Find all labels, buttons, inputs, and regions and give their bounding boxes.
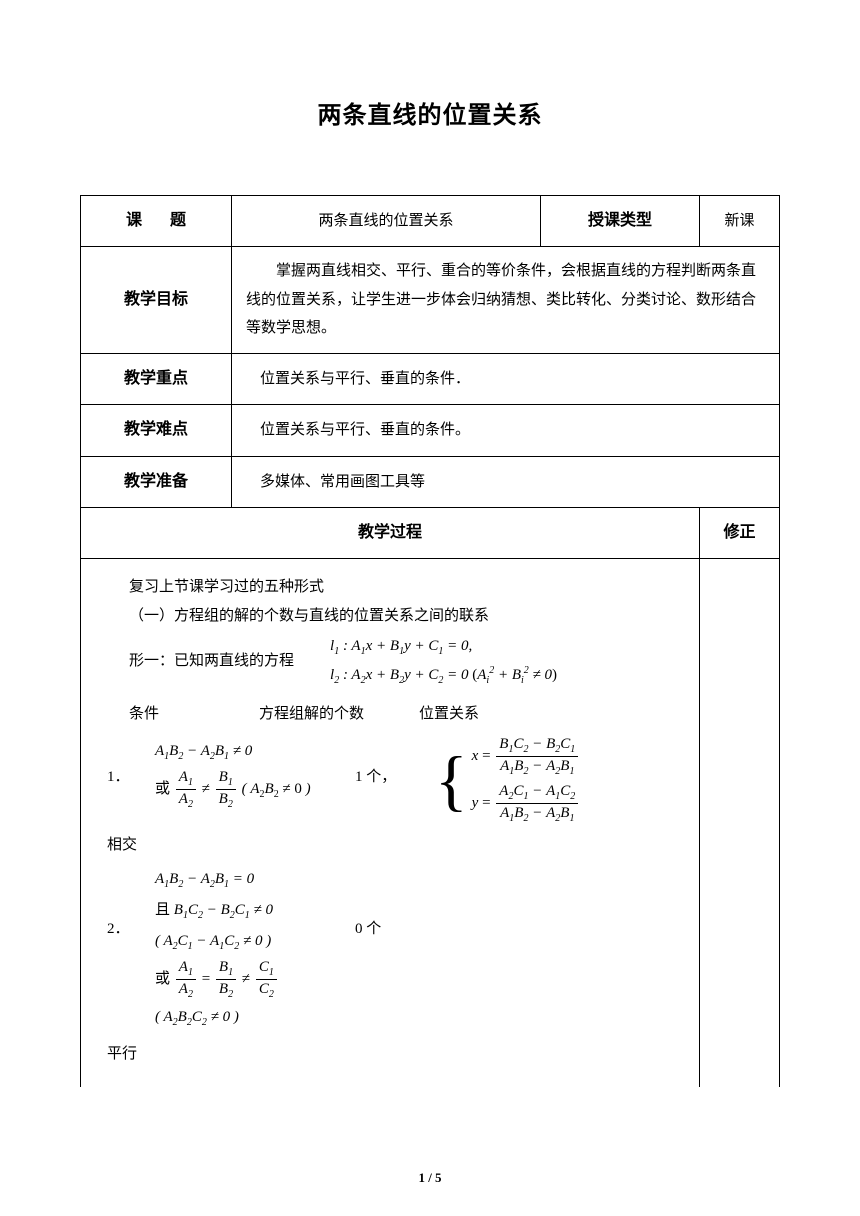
text-label: 或 [155, 971, 170, 987]
header-position: 位置关系 [419, 700, 479, 729]
correction-cell [700, 559, 780, 1087]
math-expr: x = B1C2 − B2C1 A1B2 − A2B1 [472, 735, 581, 778]
content-line: 形一：已知两直线的方程 l1 : A1x + B1y + C1 = 0, l2 … [99, 632, 681, 690]
topic-label: 课题 [81, 196, 232, 247]
table-row: 教学准备 多媒体、常用画图工具等 [81, 456, 780, 507]
item-number: 1． [99, 735, 131, 792]
result-intersect: 相交 [99, 831, 681, 860]
lesson-type-value: 新课 [700, 196, 780, 247]
preparation-value: 多媒体、常用画图工具等 [232, 456, 780, 507]
math-expr: 且 B1C2 − B2C1 ≠ 0 [155, 896, 355, 925]
column-headers: 条件 方程组解的个数 位置关系 [99, 700, 681, 729]
condition-block: A1B2 − A2B1 = 0 且 B1C2 − B2C1 ≠ 0 ( A2C1… [131, 863, 355, 1034]
objective-label: 教学目标 [81, 247, 232, 354]
content-line: 复习上节课学习过的五种形式 [99, 573, 681, 602]
preparation-label: 教学准备 [81, 456, 232, 507]
document-page: 两条直线的位置关系 课题 两条直线的位置关系 授课类型 新课 教学目标 掌握两直… [0, 0, 860, 1216]
math-expr: A1B2 − A2B1 = 0 [155, 865, 355, 894]
condition-item-1: 1． A1B2 − A2B1 ≠ 0 或 A1A2 ≠ B1B2 ( A2B2 … [99, 735, 681, 825]
text-label: 形一：已知两直线的方程 [99, 647, 294, 676]
solution-system: { x = B1C2 − B2C1 A1B2 − A2B1 [435, 735, 681, 825]
condition-item-2: 2． A1B2 − A2B1 = 0 且 B1C2 − B2C1 ≠ 0 ( A… [99, 863, 681, 1034]
math-expr: A1B2 − A2B1 ≠ 0 [155, 737, 355, 766]
topic-value: 两条直线的位置关系 [232, 196, 541, 247]
math-expr: 或 A1A2 ≠ B1B2 ( A2B2 ≠ 0 ) [155, 768, 355, 811]
solution-count: 0 个 [355, 863, 435, 944]
keypoint-label: 教学重点 [81, 353, 232, 404]
header-count: 方程组解的个数 [259, 700, 419, 729]
lesson-plan-table: 课题 两条直线的位置关系 授课类型 新课 教学目标 掌握两直线相交、平行、重合的… [80, 195, 780, 1087]
keypoint-value: 位置关系与平行、垂直的条件． [232, 353, 780, 404]
table-row: 教学目标 掌握两直线相交、平行、重合的等价条件，会根据直线的方程判断两条直线的位… [81, 247, 780, 354]
difficulty-value: 位置关系与平行、垂直的条件。 [232, 405, 780, 456]
page-number: 1 / 5 [0, 1170, 860, 1186]
result-parallel: 平行 [99, 1040, 681, 1069]
math-expr: ( A2C1 − A1C2 ≠ 0 ) [155, 927, 355, 956]
left-brace-icon: { [435, 746, 468, 814]
lesson-type-label: 授课类型 [541, 196, 700, 247]
item-number: 2． [99, 863, 131, 944]
table-row: 教学过程 修正 [81, 508, 780, 559]
equation-l2: l2 : A2x + B2y + C2 = 0 (Ai2 + Bi2 ≠ 0) [300, 661, 557, 690]
table-row: 课题 两条直线的位置关系 授课类型 新课 [81, 196, 780, 247]
table-row: 复习上节课学习过的五种形式 （一）方程组的解的个数与直线的位置关系之间的联系 形… [81, 559, 780, 1087]
math-expr: y = A2C1 − A1C2 A1B2 − A2B1 [472, 782, 581, 825]
table-row: 教学重点 位置关系与平行、垂直的条件． [81, 353, 780, 404]
document-title: 两条直线的位置关系 [80, 95, 780, 130]
correction-header: 修正 [700, 508, 780, 559]
table-row: 教学难点 位置关系与平行、垂直的条件。 [81, 405, 780, 456]
objective-value: 掌握两直线相交、平行、重合的等价条件，会根据直线的方程判断两条直线的位置关系，让… [232, 247, 780, 354]
text-label: 或 [155, 781, 170, 797]
math-expr: 或 A1A2 = B1B2 ≠ C1C2 [155, 958, 355, 1001]
difficulty-label: 教学难点 [81, 405, 232, 456]
header-condition: 条件 [129, 700, 259, 729]
content-line: （一）方程组的解的个数与直线的位置关系之间的联系 [99, 602, 681, 631]
math-expr: ( A2B2C2 ≠ 0 ) [155, 1003, 355, 1032]
condition-block: A1B2 − A2B1 ≠ 0 或 A1A2 ≠ B1B2 ( A2B2 ≠ 0… [131, 735, 355, 813]
equation-group: l1 : A1x + B1y + C1 = 0, l2 : A2x + B2y … [300, 632, 557, 690]
equation-l1: l1 : A1x + B1y + C1 = 0, [300, 632, 557, 661]
solution-count: 1 个， [355, 735, 435, 792]
process-header: 教学过程 [81, 508, 700, 559]
process-content: 复习上节课学习过的五种形式 （一）方程组的解的个数与直线的位置关系之间的联系 形… [81, 559, 700, 1087]
